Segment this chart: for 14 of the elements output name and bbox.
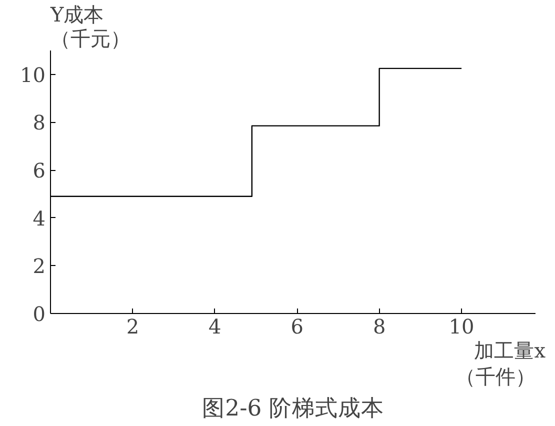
x-tick-label: 4 — [208, 314, 222, 338]
y-tick-label: 6 — [32, 158, 46, 183]
x-tick-label: 10 — [448, 314, 474, 338]
x-tick-label: 6 — [290, 314, 304, 338]
x-tick-label: 2 — [126, 314, 140, 338]
y-axis-title: Y成本（千元） — [50, 2, 130, 50]
text: 图2-6 阶梯式成本 — [202, 396, 384, 422]
x-tick-label: 8 — [372, 314, 386, 338]
y-tick-label: 10 — [20, 62, 46, 87]
y-tick-label: 2 — [32, 254, 46, 278]
y-tick-label: 4 — [32, 206, 46, 230]
x-axis-title: 加工量x（千件） — [456, 338, 546, 388]
y-tick-label: 8 — [32, 110, 46, 135]
y-tick-label: 0 — [32, 302, 46, 326]
